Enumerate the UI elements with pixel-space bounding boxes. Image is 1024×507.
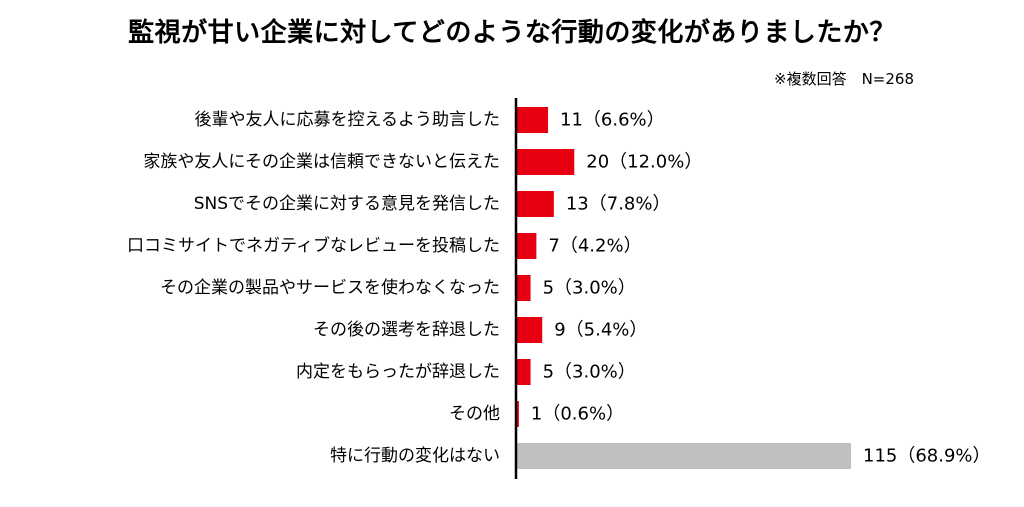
bar — [516, 149, 575, 175]
bar — [516, 401, 519, 427]
value-label: 5（3.0%） — [543, 278, 636, 299]
category-label: その企業の製品やサービスを使わなくなった — [160, 277, 500, 298]
bar — [516, 233, 537, 259]
category-label: 後輩や友人に応募を控えるよう助言した — [195, 110, 501, 130]
category-label: 特に行動の変化はない — [330, 446, 500, 466]
category-label: 口コミサイトでネガティブなレビューを投稿した — [127, 235, 500, 256]
chart-title: 監視が甘い企業に対してどのような行動の変化がありましたか？ — [128, 18, 896, 48]
value-label: 5（3.0%） — [543, 362, 636, 383]
category-label: 内定をもらったが辞退した — [296, 362, 500, 382]
category-label: その後の選考を辞退した — [313, 320, 500, 340]
bar — [516, 275, 531, 301]
value-label: 7（4.2%） — [548, 236, 641, 257]
bar — [516, 107, 549, 133]
value-label: 9（5.4%） — [554, 320, 647, 341]
category-label: 家族や友人にその企業は信頼できないと伝えた — [143, 152, 500, 172]
bar — [516, 443, 851, 469]
value-label: 1（0.6%） — [531, 404, 624, 425]
value-label: 20（12.0%） — [586, 152, 702, 173]
bar — [516, 317, 543, 343]
bar — [516, 191, 554, 217]
value-label: 13（7.8%） — [566, 194, 671, 215]
value-label: 115（68.9%） — [863, 446, 991, 467]
category-label: SNSでその企業に対する意見を発信した — [194, 194, 500, 214]
value-label: 11（6.6%） — [560, 110, 665, 131]
chart-subtitle: ※複数回答 N=268 — [774, 70, 914, 88]
category-label: その他 — [449, 404, 500, 424]
bar — [516, 359, 531, 385]
